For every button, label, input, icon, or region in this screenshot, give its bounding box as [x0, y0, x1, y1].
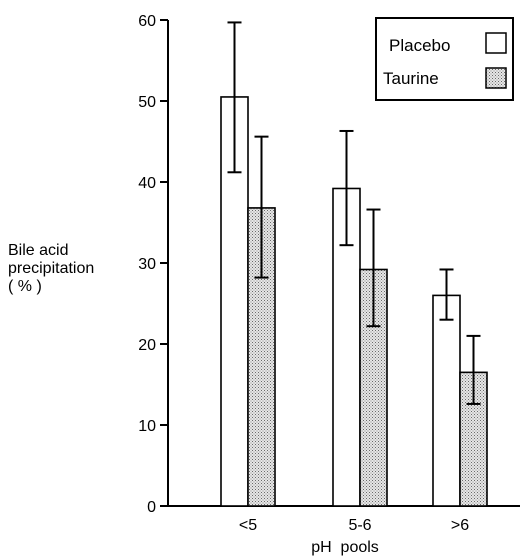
y-tick-label: 40	[138, 175, 156, 192]
y-tick-label: 0	[147, 499, 156, 516]
y-axis-label: Bile acid precipitation ( % )	[8, 242, 128, 296]
x-tick-label: 5-6	[348, 517, 371, 534]
y-tick-label: 30	[138, 256, 156, 273]
y-tick-label: 60	[138, 13, 156, 30]
y-tick-label: 10	[138, 418, 156, 435]
legend-swatch-placebo	[485, 32, 507, 54]
y-axis-label-line: ( % )	[8, 278, 42, 295]
y-tick-label: 20	[138, 337, 156, 354]
legend: Placebo Taurine	[375, 17, 514, 101]
x-tick-labels: <5 5-6 >6	[239, 517, 469, 534]
legend-label-placebo: Placebo	[389, 36, 450, 55]
x-axis-label: pH pools	[311, 539, 379, 556]
x-tick-label: <5	[239, 517, 257, 534]
bars	[220, 21, 488, 507]
legend-swatch-taurine	[485, 67, 507, 89]
y-tick-label: 50	[138, 94, 156, 111]
y-axis-label-line: Bile acid	[8, 242, 69, 259]
bar-placebo-2	[432, 294, 461, 507]
y-axis-label-line: precipitation	[8, 260, 95, 277]
x-tick-label: >6	[451, 517, 469, 534]
legend-label-taurine: Taurine	[383, 69, 439, 88]
